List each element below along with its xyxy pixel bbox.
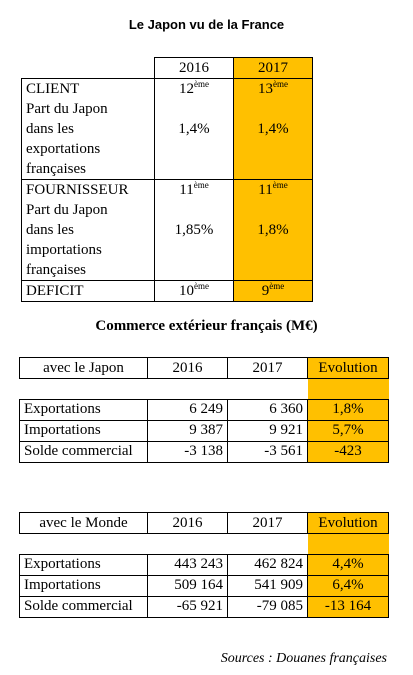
cell-2017: 541 909 (227, 575, 308, 597)
deficit-rank-2016: 10 (179, 283, 194, 299)
client-2017-cell: 13ème 1,4% (233, 78, 313, 180)
fournisseur-share-2017: 1,8% (257, 222, 289, 238)
cell-evolution: 1,8% (307, 399, 389, 421)
fournisseur-desc-line: Part du Japon (26, 202, 108, 218)
japon-col-2016: 2016 (147, 357, 228, 379)
cell-evolution: 5,7% (307, 420, 389, 442)
table-row: Exportations 443 243 462 824 4,4% (19, 554, 389, 576)
deficit-rank-2017: 9 (261, 283, 270, 299)
monde-col-evolution: Evolution (307, 512, 389, 534)
cell-2016: 6 249 (147, 399, 228, 421)
sources-note: Sources : Douanes françaises (220, 651, 387, 666)
cell-2016: 9 387 (147, 420, 228, 442)
cell-evolution: 4,4% (307, 554, 389, 576)
fournisseur-desc-line: françaises (26, 262, 86, 278)
header-2016: 2016 (154, 57, 234, 79)
cell-2016: -3 138 (147, 441, 228, 463)
fournisseur-desc-line: dans les (26, 222, 74, 238)
fournisseur-rank-2017: 11 (258, 182, 273, 198)
cell-2017: -79 085 (227, 596, 308, 618)
client-2016-cell: 12ème 1,4% (154, 78, 234, 180)
fournisseur-row: FOURNISSEUR Part du Japon dans les impor… (21, 179, 313, 281)
fournisseur-2017-cell: 11ème 1,8% (233, 179, 313, 281)
rank-suffix: ème (193, 180, 209, 190)
client-share-2017: 1,4% (257, 121, 289, 137)
japon-col-2017: 2017 (227, 357, 308, 379)
cell-2017: 6 360 (227, 399, 308, 421)
cell-2017: 462 824 (227, 554, 308, 576)
monde-col-2017: 2017 (227, 512, 308, 534)
table-row: Solde commercial -3 138 -3 561 -423 (19, 441, 389, 463)
deficit-label: DEFICIT (21, 280, 155, 302)
deficit-2017-cell: 9ème (233, 280, 313, 302)
title-japon-france: Le Japon vu de la France (128, 17, 285, 32)
client-share-2016: 1,4% (178, 121, 210, 137)
monde-header-row: avec le Monde 2016 2017 Evolution (19, 512, 389, 534)
spacer-row (19, 378, 389, 400)
rank-suffix: ème (194, 281, 209, 291)
cell-2016: -65 921 (147, 596, 228, 618)
japon-table: avec le Japon 2016 2017 Evolution Export… (19, 357, 389, 463)
fournisseur-desc-line: importations (26, 242, 102, 258)
table-row: Importations 9 387 9 921 5,7% (19, 420, 389, 442)
japon-col-evolution: Evolution (307, 357, 389, 379)
cell-2016: 443 243 (147, 554, 228, 576)
table-row: Importations 509 164 541 909 6,4% (19, 575, 389, 597)
rank-suffix: ème (273, 79, 288, 89)
client-desc-line: françaises (26, 161, 86, 177)
fournisseur-label-cell: FOURNISSEUR Part du Japon dans les impor… (21, 179, 155, 281)
client-desc-line: dans les (26, 121, 74, 137)
row-label: Solde commercial (19, 596, 148, 618)
table-row: Exportations 6 249 6 360 1,8% (19, 399, 389, 421)
client-rank-2016: 12 (179, 81, 194, 97)
ranking-header-row: 2016 2017 (22, 57, 313, 79)
cell-2016: 509 164 (147, 575, 228, 597)
fournisseur-rank-2016: 11 (179, 182, 194, 198)
empty-cell (22, 58, 155, 79)
rank-suffix: ème (194, 79, 209, 89)
client-row: CLIENT Part du Japon dans les exportatio… (21, 78, 313, 180)
japon-header: avec le Japon (19, 357, 148, 379)
japon-header-row: avec le Japon 2016 2017 Evolution (19, 357, 389, 379)
client-desc-line: exportations (26, 141, 101, 157)
row-label: Exportations (19, 554, 148, 576)
table-row: Solde commercial -65 921 -79 085 -13 164 (19, 596, 389, 618)
monde-table: avec le Monde 2016 2017 Evolution Export… (19, 512, 389, 618)
client-label: CLIENT (26, 81, 80, 97)
row-label: Importations (19, 575, 148, 597)
client-desc-line: Part du Japon (26, 101, 108, 117)
cell-2017: -3 561 (227, 441, 308, 463)
cell-evolution: -423 (307, 441, 389, 463)
spacer-row (19, 533, 389, 555)
deficit-row: DEFICIT 10ème 9ème (21, 280, 313, 302)
fournisseur-2016-cell: 11ème 1,85% (154, 179, 234, 281)
cell-evolution: 6,4% (307, 575, 389, 597)
fournisseur-label: FOURNISSEUR (26, 182, 129, 198)
header-2017: 2017 (233, 57, 313, 79)
deficit-2016-cell: 10ème (154, 280, 234, 302)
client-label-cell: CLIENT Part du Japon dans les exportatio… (21, 78, 155, 180)
cell-2017: 9 921 (227, 420, 308, 442)
monde-header: avec le Monde (19, 512, 148, 534)
rank-suffix: ème (272, 180, 288, 190)
client-rank-2017: 13 (258, 81, 273, 97)
monde-col-2016: 2016 (147, 512, 228, 534)
rank-suffix: ème (269, 281, 285, 291)
row-label: Importations (19, 420, 148, 442)
fournisseur-share-2016: 1,85% (174, 222, 214, 238)
row-label: Exportations (19, 399, 148, 421)
row-label: Solde commercial (19, 441, 148, 463)
title-commerce: Commerce extérieur français (M€) (95, 318, 318, 334)
cell-evolution: -13 164 (307, 596, 389, 618)
ranking-table: 2016 2017 CLIENT Part du Japon dans les … (21, 57, 313, 302)
